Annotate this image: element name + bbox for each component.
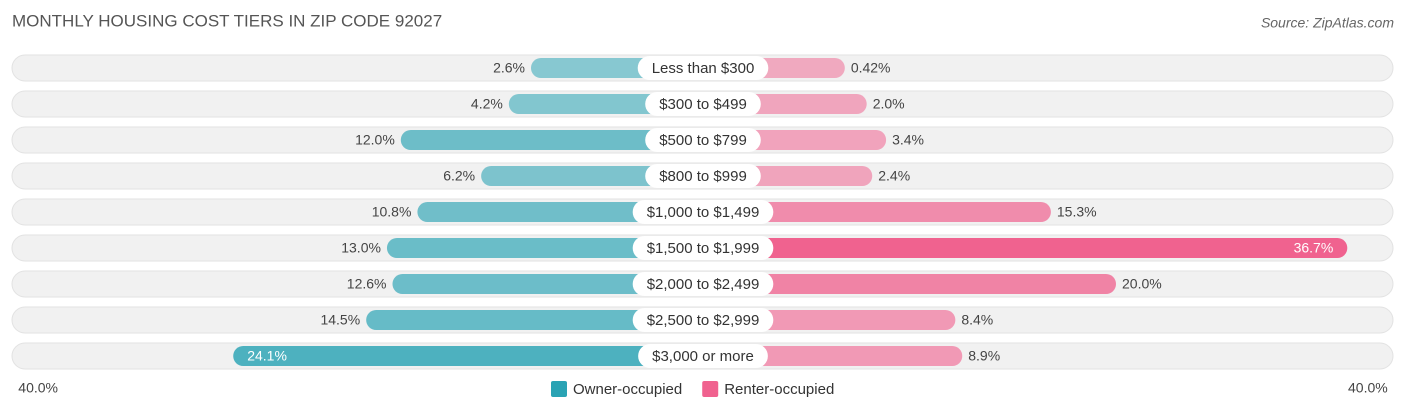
category-box [637,56,769,80]
category-label: $1,500 to $1,999 [647,240,760,257]
value-label: 12.0% [355,132,395,148]
bar [233,346,703,366]
value-label: 24.1% [247,348,287,364]
category-label: $2,000 to $2,499 [647,276,760,293]
value-label: 15.3% [1057,204,1097,220]
category-box [632,200,774,224]
legend-label: Renter-occupied [724,381,834,398]
bar [703,202,1051,222]
value-label: 6.2% [443,168,475,184]
bar [703,238,1348,258]
category-box [645,128,761,152]
bar [703,346,963,366]
value-label: 8.4% [961,312,993,328]
value-label: 2.6% [493,60,525,76]
value-label: 36.7% [1294,240,1334,256]
value-label: 13.0% [341,240,381,256]
category-label: $1,000 to $1,499 [647,204,760,221]
category-box [645,92,761,116]
category-box [638,344,768,368]
category-label: Less than $300 [652,60,755,77]
value-label: 12.6% [347,276,387,292]
category-label: $300 to $499 [659,96,747,113]
category-label: $800 to $999 [659,168,747,185]
legend-swatch [702,381,719,397]
value-label: 3.4% [892,132,924,148]
bar [392,274,703,294]
x-tick-label: 40.0% [1348,380,1388,396]
category-box [645,164,761,188]
category-box [632,272,774,296]
category-label: $500 to $799 [659,132,747,149]
category-box [632,236,774,260]
chart-title: MONTHLY HOUSING COST TIERS IN ZIP CODE 9… [12,11,442,30]
legend-swatch [551,381,567,397]
value-label: 8.9% [968,348,1000,364]
value-label: 0.42% [851,60,891,76]
bar [400,130,703,150]
value-label: 4.2% [471,96,503,112]
value-label: 20.0% [1122,276,1162,292]
value-label: 10.8% [372,204,412,220]
legend-label: Owner-occupied [573,381,682,398]
bar [417,202,703,222]
value-label: 2.4% [878,168,910,184]
bar [703,274,1116,294]
source: Source: ZipAtlas.com [1261,15,1394,31]
bar [366,310,703,330]
bar [386,238,703,258]
category-label: $3,000 or more [652,348,754,365]
value-label: 2.0% [873,96,905,112]
category-box [632,308,774,332]
value-label: 14.5% [320,312,360,328]
x-tick-label: 40.0% [18,380,58,396]
category-label: $2,500 to $2,999 [647,312,760,329]
